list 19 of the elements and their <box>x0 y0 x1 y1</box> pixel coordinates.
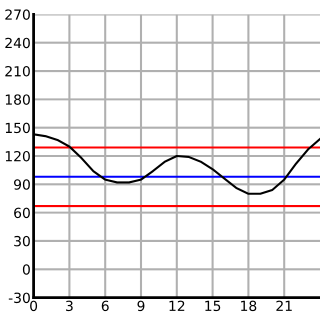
x-tick-label: 15 <box>205 300 220 312</box>
y-tick-label: 90 <box>14 179 30 190</box>
x-tick-label: 3 <box>66 300 73 312</box>
y-tick-label: 240 <box>5 38 30 48</box>
y-tick-label: 0 <box>22 264 30 275</box>
x-tick-label: 21 <box>276 300 292 311</box>
y-tick-label: 150 <box>6 122 30 134</box>
x-tick-label: 18 <box>241 300 256 312</box>
y-tick-label: -30 <box>8 292 30 304</box>
x-tick-label: 9 <box>137 300 144 312</box>
x-tick-label: 0 <box>30 300 38 312</box>
x-tick-label: 12 <box>169 300 184 311</box>
y-tick-label: 180 <box>6 94 30 105</box>
y-tick-label: 270 <box>5 9 30 20</box>
y-tick-label: 210 <box>5 66 30 77</box>
y-tick-label: 60 <box>14 208 30 218</box>
y-tick-label: 30 <box>14 236 30 246</box>
x-tick-label: 6 <box>102 300 109 312</box>
y-tick-label: 120 <box>6 150 30 162</box>
